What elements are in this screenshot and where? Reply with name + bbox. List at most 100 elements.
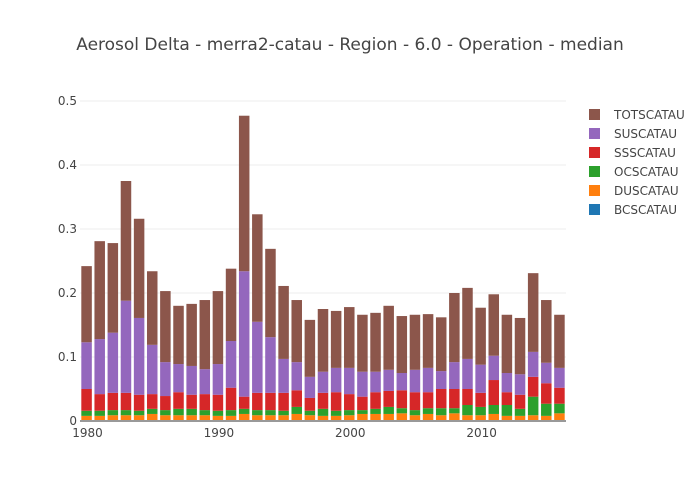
bar-ocscatau-2000[interactable] [344, 410, 355, 416]
bar-totscatau-1985[interactable] [146, 271, 158, 345]
bar-suscatau-1990[interactable] [212, 364, 224, 395]
bar-duscatau-1993[interactable] [252, 415, 263, 421]
bar-ssscatau-2011[interactable] [488, 380, 500, 405]
bar-ocscatau-2009[interactable] [462, 405, 473, 416]
bar-duscatau-2003[interactable] [383, 413, 394, 421]
bar-ocscatau-2011[interactable] [488, 405, 500, 414]
bar-ssscatau-1996[interactable] [291, 390, 302, 407]
bar-totscatau-2015[interactable] [541, 300, 552, 363]
bar-ocscatau-2006[interactable] [422, 408, 434, 414]
bar-suscatau-1991[interactable] [225, 341, 237, 388]
bar-duscatau-1980[interactable] [81, 415, 92, 421]
bar-ocscatau-2015[interactable] [541, 403, 552, 416]
bar-suscatau-1986[interactable] [160, 362, 171, 397]
bar-duscatau-1995[interactable] [278, 415, 289, 421]
bar-duscatau-2011[interactable] [488, 413, 500, 421]
bar-ssscatau-2015[interactable] [541, 383, 552, 404]
bar-duscatau-1985[interactable] [146, 413, 158, 421]
bar-suscatau-1997[interactable] [304, 376, 316, 398]
bar-ocscatau-1987[interactable] [173, 408, 184, 416]
bar-ssscatau-1983[interactable] [120, 392, 132, 411]
bar-duscatau-2007[interactable] [435, 415, 447, 421]
bar-ocscatau-1983[interactable] [120, 410, 132, 416]
bar-totscatau-1994[interactable] [265, 248, 276, 338]
bar-suscatau-1995[interactable] [278, 358, 289, 393]
bar-suscatau-1989[interactable] [199, 369, 211, 395]
bar-totscatau-2007[interactable] [435, 317, 447, 372]
bar-ssscatau-2008[interactable] [449, 389, 460, 409]
bar-totscatau-1988[interactable] [186, 303, 197, 366]
bar-ocscatau-2002[interactable] [370, 408, 381, 414]
legend-item-ssscatau[interactable]: SSSCATAU [589, 146, 676, 160]
bar-ocscatau-1997[interactable] [304, 410, 316, 416]
bar-totscatau-1983[interactable] [120, 181, 132, 301]
bar-ssscatau-1997[interactable] [304, 397, 316, 411]
bar-ocscatau-1990[interactable] [212, 410, 224, 416]
bar-suscatau-1980[interactable] [81, 342, 92, 389]
bar-suscatau-1994[interactable] [265, 337, 276, 393]
bar-duscatau-1997[interactable] [304, 415, 316, 421]
bar-ssscatau-1992[interactable] [238, 396, 250, 409]
bar-duscatau-1998[interactable] [317, 415, 329, 421]
bar-suscatau-1988[interactable] [186, 365, 197, 395]
bar-ocscatau-2001[interactable] [357, 410, 368, 414]
bar-suscatau-2013[interactable] [514, 374, 526, 395]
bar-suscatau-1993[interactable] [252, 321, 263, 393]
bar-ssscatau-1988[interactable] [186, 394, 197, 409]
bar-ocscatau-1986[interactable] [160, 410, 171, 416]
bar-suscatau-2000[interactable] [344, 367, 355, 395]
bar-ocscatau-1988[interactable] [186, 408, 197, 416]
legend[interactable]: TOTSCATAU SUSCATAU SSSCATAU OCSCATAU DUSCATA… [589, 108, 685, 217]
bar-ssscatau-1980[interactable] [81, 389, 92, 411]
bar-suscatau-2014[interactable] [527, 351, 539, 377]
bar-ssscatau-1998[interactable] [317, 392, 329, 409]
bar-suscatau-1981[interactable] [94, 339, 105, 395]
bar-duscatau-1991[interactable] [225, 415, 237, 421]
bar-ssscatau-1981[interactable] [94, 394, 105, 411]
bar-suscatau-2016[interactable] [554, 367, 565, 388]
bar-ocscatau-1998[interactable] [317, 408, 329, 416]
bar-totscatau-1999[interactable] [330, 310, 342, 368]
bar-ssscatau-1991[interactable] [225, 387, 237, 411]
bar-ssscatau-1990[interactable] [212, 394, 224, 411]
bar-totscatau-2010[interactable] [475, 307, 486, 365]
bar-totscatau-1991[interactable] [225, 268, 237, 341]
bar-duscatau-1989[interactable] [199, 415, 211, 421]
bar-ssscatau-1989[interactable] [199, 394, 211, 411]
bar-ocscatau-1994[interactable] [265, 410, 276, 416]
bar-totscatau-1998[interactable] [317, 309, 329, 372]
bar-duscatau-1996[interactable] [291, 413, 302, 421]
bar-duscatau-1984[interactable] [133, 415, 145, 421]
bar-totscatau-1997[interactable] [304, 319, 316, 377]
bar-duscatau-1983[interactable] [120, 415, 132, 421]
bar-ssscatau-2016[interactable] [554, 387, 565, 404]
bar-ocscatau-2014[interactable] [527, 396, 539, 416]
bar-totscatau-2013[interactable] [514, 317, 526, 375]
bar-suscatau-2012[interactable] [501, 373, 513, 393]
bar-totscatau-2005[interactable] [409, 314, 421, 370]
bar-ocscatau-1985[interactable] [146, 408, 158, 414]
bar-ssscatau-1985[interactable] [146, 394, 158, 409]
bar-duscatau-1986[interactable] [160, 415, 171, 421]
bar-suscatau-2001[interactable] [357, 371, 368, 397]
bar-ssscatau-2003[interactable] [383, 390, 394, 407]
bar-duscatau-1982[interactable] [107, 415, 119, 421]
bar-suscatau-1984[interactable] [133, 317, 145, 395]
bar-totscatau-1996[interactable] [291, 300, 302, 363]
bar-totscatau-2002[interactable] [370, 312, 381, 372]
bar-duscatau-2016[interactable] [554, 413, 565, 421]
bar-ocscatau-1984[interactable] [133, 410, 145, 416]
bar-duscatau-2008[interactable] [449, 413, 460, 421]
bar-suscatau-2007[interactable] [435, 371, 447, 389]
bar-ssscatau-2005[interactable] [409, 392, 421, 411]
bar-duscatau-1990[interactable] [212, 415, 224, 421]
bar-totscatau-2009[interactable] [462, 287, 473, 359]
bar-ssscatau-2009[interactable] [462, 389, 473, 405]
bar-ocscatau-2008[interactable] [449, 408, 460, 414]
bar-suscatau-1992[interactable] [238, 271, 250, 397]
bar-totscatau-1989[interactable] [199, 300, 211, 370]
bar-ssscatau-1987[interactable] [173, 392, 184, 409]
bar-ocscatau-2016[interactable] [554, 403, 565, 414]
bar-duscatau-1999[interactable] [330, 415, 342, 421]
bar-duscatau-2006[interactable] [422, 413, 434, 421]
